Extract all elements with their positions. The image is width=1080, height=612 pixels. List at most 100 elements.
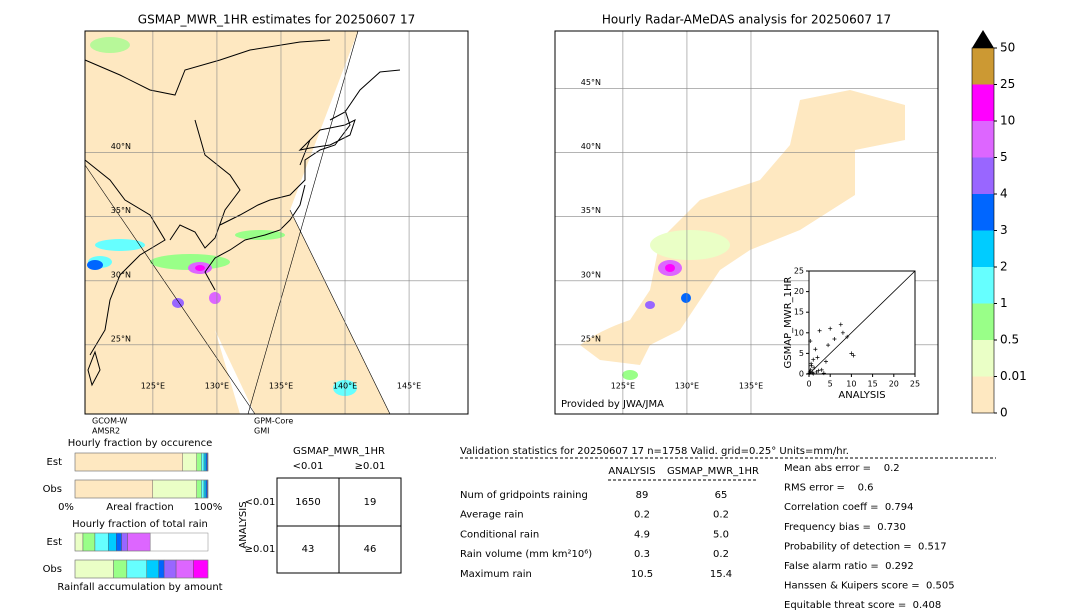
bar-frame bbox=[74, 452, 209, 472]
x-tick-label: 25 bbox=[910, 380, 920, 389]
x-tick-label: 0 bbox=[806, 380, 811, 389]
colorbar-label: 10 bbox=[1000, 114, 1015, 128]
swath-edges bbox=[84, 30, 391, 415]
colorbar-segment bbox=[972, 84, 994, 121]
cell: 46 bbox=[364, 544, 377, 555]
colorbar-label: 5 bbox=[1000, 150, 1008, 164]
colorbar-label: 2 bbox=[1000, 260, 1008, 274]
bar-segment bbox=[203, 479, 207, 499]
score: False alarm ratio = 0.292 bbox=[784, 561, 914, 572]
x-tick-label: 100% bbox=[194, 502, 223, 513]
x-tick-label: 5 bbox=[828, 380, 833, 389]
map-title: Hourly Radar-AMeDAS analysis for 2025060… bbox=[602, 13, 891, 27]
stat-value: 5.0 bbox=[713, 529, 729, 540]
bar-segment bbox=[74, 479, 154, 499]
right-map-frame bbox=[554, 30, 939, 415]
stat-value: 0.2 bbox=[713, 549, 729, 560]
point bbox=[838, 322, 843, 327]
bar-segment bbox=[127, 532, 151, 552]
point bbox=[813, 347, 818, 352]
bar-segment bbox=[74, 452, 183, 472]
lon-label: 130°E bbox=[205, 382, 229, 391]
x-axis-label: Areal fraction bbox=[106, 502, 173, 513]
y-tick-label: 0 bbox=[799, 370, 804, 379]
colorbar-segment bbox=[972, 194, 994, 231]
bar-segment bbox=[146, 559, 159, 579]
bar-segment bbox=[74, 532, 84, 552]
lon-label: 135°E bbox=[739, 382, 763, 391]
point bbox=[807, 371, 812, 376]
bar-segment bbox=[121, 532, 128, 552]
bar-segment bbox=[113, 559, 128, 579]
col-label: <0.01 bbox=[293, 461, 324, 472]
lon-label: 135°E bbox=[269, 382, 293, 391]
cell: 43 bbox=[302, 544, 315, 555]
bar-segment bbox=[201, 452, 205, 472]
colorbar-label: 0.01 bbox=[1000, 369, 1027, 383]
bar-segment bbox=[108, 532, 117, 552]
colorbar-segment bbox=[972, 267, 994, 304]
colorbar-segment bbox=[972, 48, 994, 85]
point bbox=[821, 371, 826, 376]
y-tick-label: 25 bbox=[794, 267, 804, 276]
point bbox=[823, 359, 828, 364]
bar-frame bbox=[74, 479, 209, 499]
row-label: Obs bbox=[43, 564, 62, 575]
point bbox=[849, 351, 854, 356]
y-tick-label: 5 bbox=[799, 349, 804, 358]
lat-label: 25°N bbox=[581, 334, 601, 343]
y-tick-label: 15 bbox=[794, 308, 804, 317]
satellite-label: GCOM-W bbox=[92, 417, 128, 426]
score: Hanssen & Kuipers score = 0.505 bbox=[784, 581, 955, 592]
stat-value: 0.2 bbox=[634, 510, 650, 521]
bar-segment bbox=[152, 479, 197, 499]
lat-label: 35°N bbox=[581, 206, 601, 215]
lat-label: 40°N bbox=[111, 142, 131, 151]
stat-value: 65 bbox=[715, 490, 728, 501]
bar-segment bbox=[196, 479, 202, 499]
bar-segment bbox=[182, 452, 197, 472]
bar-segment bbox=[116, 532, 122, 552]
score: Equitable threat score = 0.408 bbox=[784, 600, 941, 611]
table-title: GSMAP_MWR_1HR bbox=[293, 446, 385, 457]
colorbar-extend bbox=[972, 30, 994, 48]
lon-label: 140°E bbox=[333, 382, 357, 391]
colorbar-segment bbox=[972, 157, 994, 194]
colorbar-label: 4 bbox=[1000, 187, 1008, 201]
lat-label: 45°N bbox=[581, 78, 601, 87]
score: Frequency bias = 0.730 bbox=[784, 522, 906, 533]
bar-segment bbox=[196, 452, 202, 472]
row-label: Average rain bbox=[460, 510, 524, 521]
colorbar-label: 0.5 bbox=[1000, 333, 1019, 347]
point bbox=[816, 368, 821, 373]
lat-label: 40°N bbox=[581, 142, 601, 151]
point bbox=[811, 371, 816, 376]
stat-value: 89 bbox=[636, 490, 649, 501]
lat-label: 30°N bbox=[111, 270, 131, 279]
row-label: ≥0.01 bbox=[245, 544, 276, 555]
x-tick-label: 10 bbox=[846, 380, 856, 389]
y-axis-label: GSMAP_MWR_1HR bbox=[783, 277, 794, 369]
point bbox=[808, 367, 813, 372]
score: Probability of detection = 0.517 bbox=[784, 541, 947, 552]
colorbar-label: 25 bbox=[1000, 77, 1015, 91]
colorbar-segment bbox=[972, 121, 994, 158]
y-tick-label: 10 bbox=[794, 328, 804, 337]
lon-label: 125°E bbox=[611, 382, 635, 391]
x-tick-label: 15 bbox=[868, 380, 878, 389]
satellite-label: GMI bbox=[254, 427, 269, 436]
point bbox=[809, 361, 814, 366]
stats-header: Validation statistics for 20250607 17 n=… bbox=[460, 446, 849, 457]
row-label: Num of gridpoints raining bbox=[460, 490, 588, 501]
bar-segment bbox=[94, 532, 109, 552]
lon-label: 130°E bbox=[675, 382, 699, 391]
x-axis-label: ANALYSIS bbox=[838, 390, 885, 401]
point bbox=[815, 355, 820, 360]
row-label: Est bbox=[47, 537, 63, 548]
point bbox=[812, 365, 817, 370]
score: Correlation coeff = 0.794 bbox=[784, 502, 914, 513]
point bbox=[810, 370, 815, 375]
bar-segment bbox=[126, 559, 148, 579]
point bbox=[809, 363, 814, 368]
